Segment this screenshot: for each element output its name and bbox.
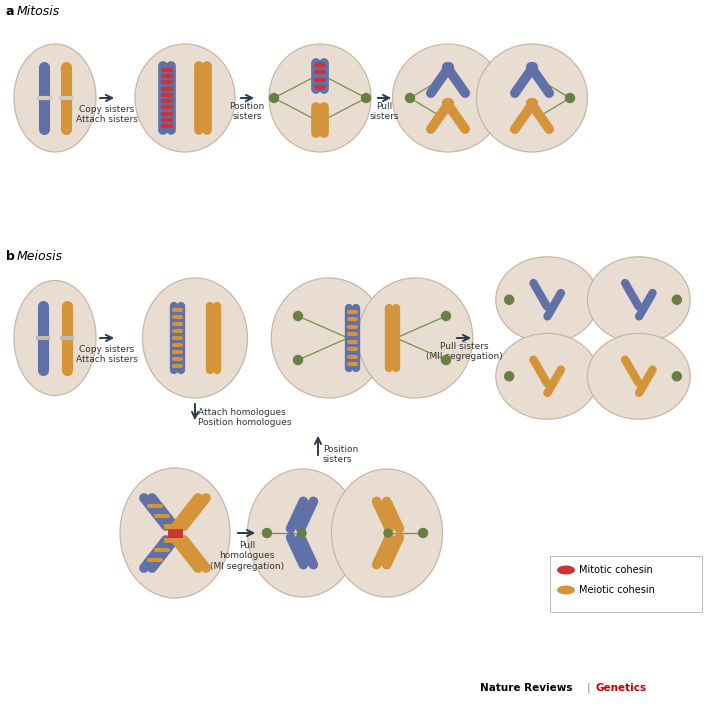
Text: Pull
sisters: Pull sisters — [369, 102, 399, 121]
Circle shape — [441, 312, 450, 321]
Text: Nature Reviews: Nature Reviews — [480, 683, 572, 693]
Ellipse shape — [496, 257, 599, 343]
Ellipse shape — [14, 280, 96, 396]
Ellipse shape — [587, 333, 690, 419]
Ellipse shape — [142, 278, 247, 398]
Circle shape — [405, 93, 415, 103]
Ellipse shape — [269, 44, 371, 152]
Ellipse shape — [557, 586, 575, 595]
Circle shape — [565, 93, 575, 103]
Ellipse shape — [247, 469, 359, 597]
Text: Meiotic cohesin: Meiotic cohesin — [579, 585, 655, 595]
Ellipse shape — [14, 44, 96, 152]
Circle shape — [362, 93, 371, 103]
Text: b: b — [6, 250, 15, 263]
Circle shape — [262, 528, 271, 537]
Ellipse shape — [135, 44, 235, 152]
Text: |: | — [587, 683, 591, 693]
Text: Attach homologues
Position homologues: Attach homologues Position homologues — [198, 408, 291, 428]
Circle shape — [673, 295, 681, 304]
Circle shape — [293, 355, 302, 365]
FancyBboxPatch shape — [550, 556, 702, 612]
Text: Mitosis: Mitosis — [17, 5, 60, 18]
Text: Copy sisters
Attach sisters: Copy sisters Attach sisters — [76, 105, 138, 125]
Text: Position
sisters: Position sisters — [323, 445, 358, 464]
Ellipse shape — [477, 44, 587, 152]
Ellipse shape — [358, 278, 473, 398]
Text: Position
sisters: Position sisters — [229, 102, 264, 121]
Ellipse shape — [496, 333, 599, 419]
Circle shape — [673, 372, 681, 381]
Text: Copy sisters
Attach sisters: Copy sisters Attach sisters — [76, 345, 138, 365]
Ellipse shape — [120, 468, 230, 598]
Circle shape — [293, 312, 302, 321]
Ellipse shape — [331, 469, 443, 597]
Circle shape — [505, 295, 514, 304]
Text: Meiosis: Meiosis — [17, 250, 63, 263]
Ellipse shape — [271, 278, 386, 398]
Text: Mitotic cohesin: Mitotic cohesin — [579, 565, 653, 575]
Ellipse shape — [587, 257, 690, 343]
Ellipse shape — [557, 566, 575, 574]
Ellipse shape — [393, 44, 503, 152]
Text: a: a — [6, 5, 15, 18]
Circle shape — [269, 93, 278, 103]
Text: Pull
homologues
(MI segregation): Pull homologues (MI segregation) — [210, 541, 284, 571]
Circle shape — [419, 528, 427, 537]
Circle shape — [384, 529, 392, 537]
Text: Genetics: Genetics — [595, 683, 646, 693]
Circle shape — [505, 372, 514, 381]
Circle shape — [441, 355, 450, 365]
Circle shape — [298, 529, 306, 537]
Text: Pull sisters
(MII segregation): Pull sisters (MII segregation) — [426, 342, 503, 361]
